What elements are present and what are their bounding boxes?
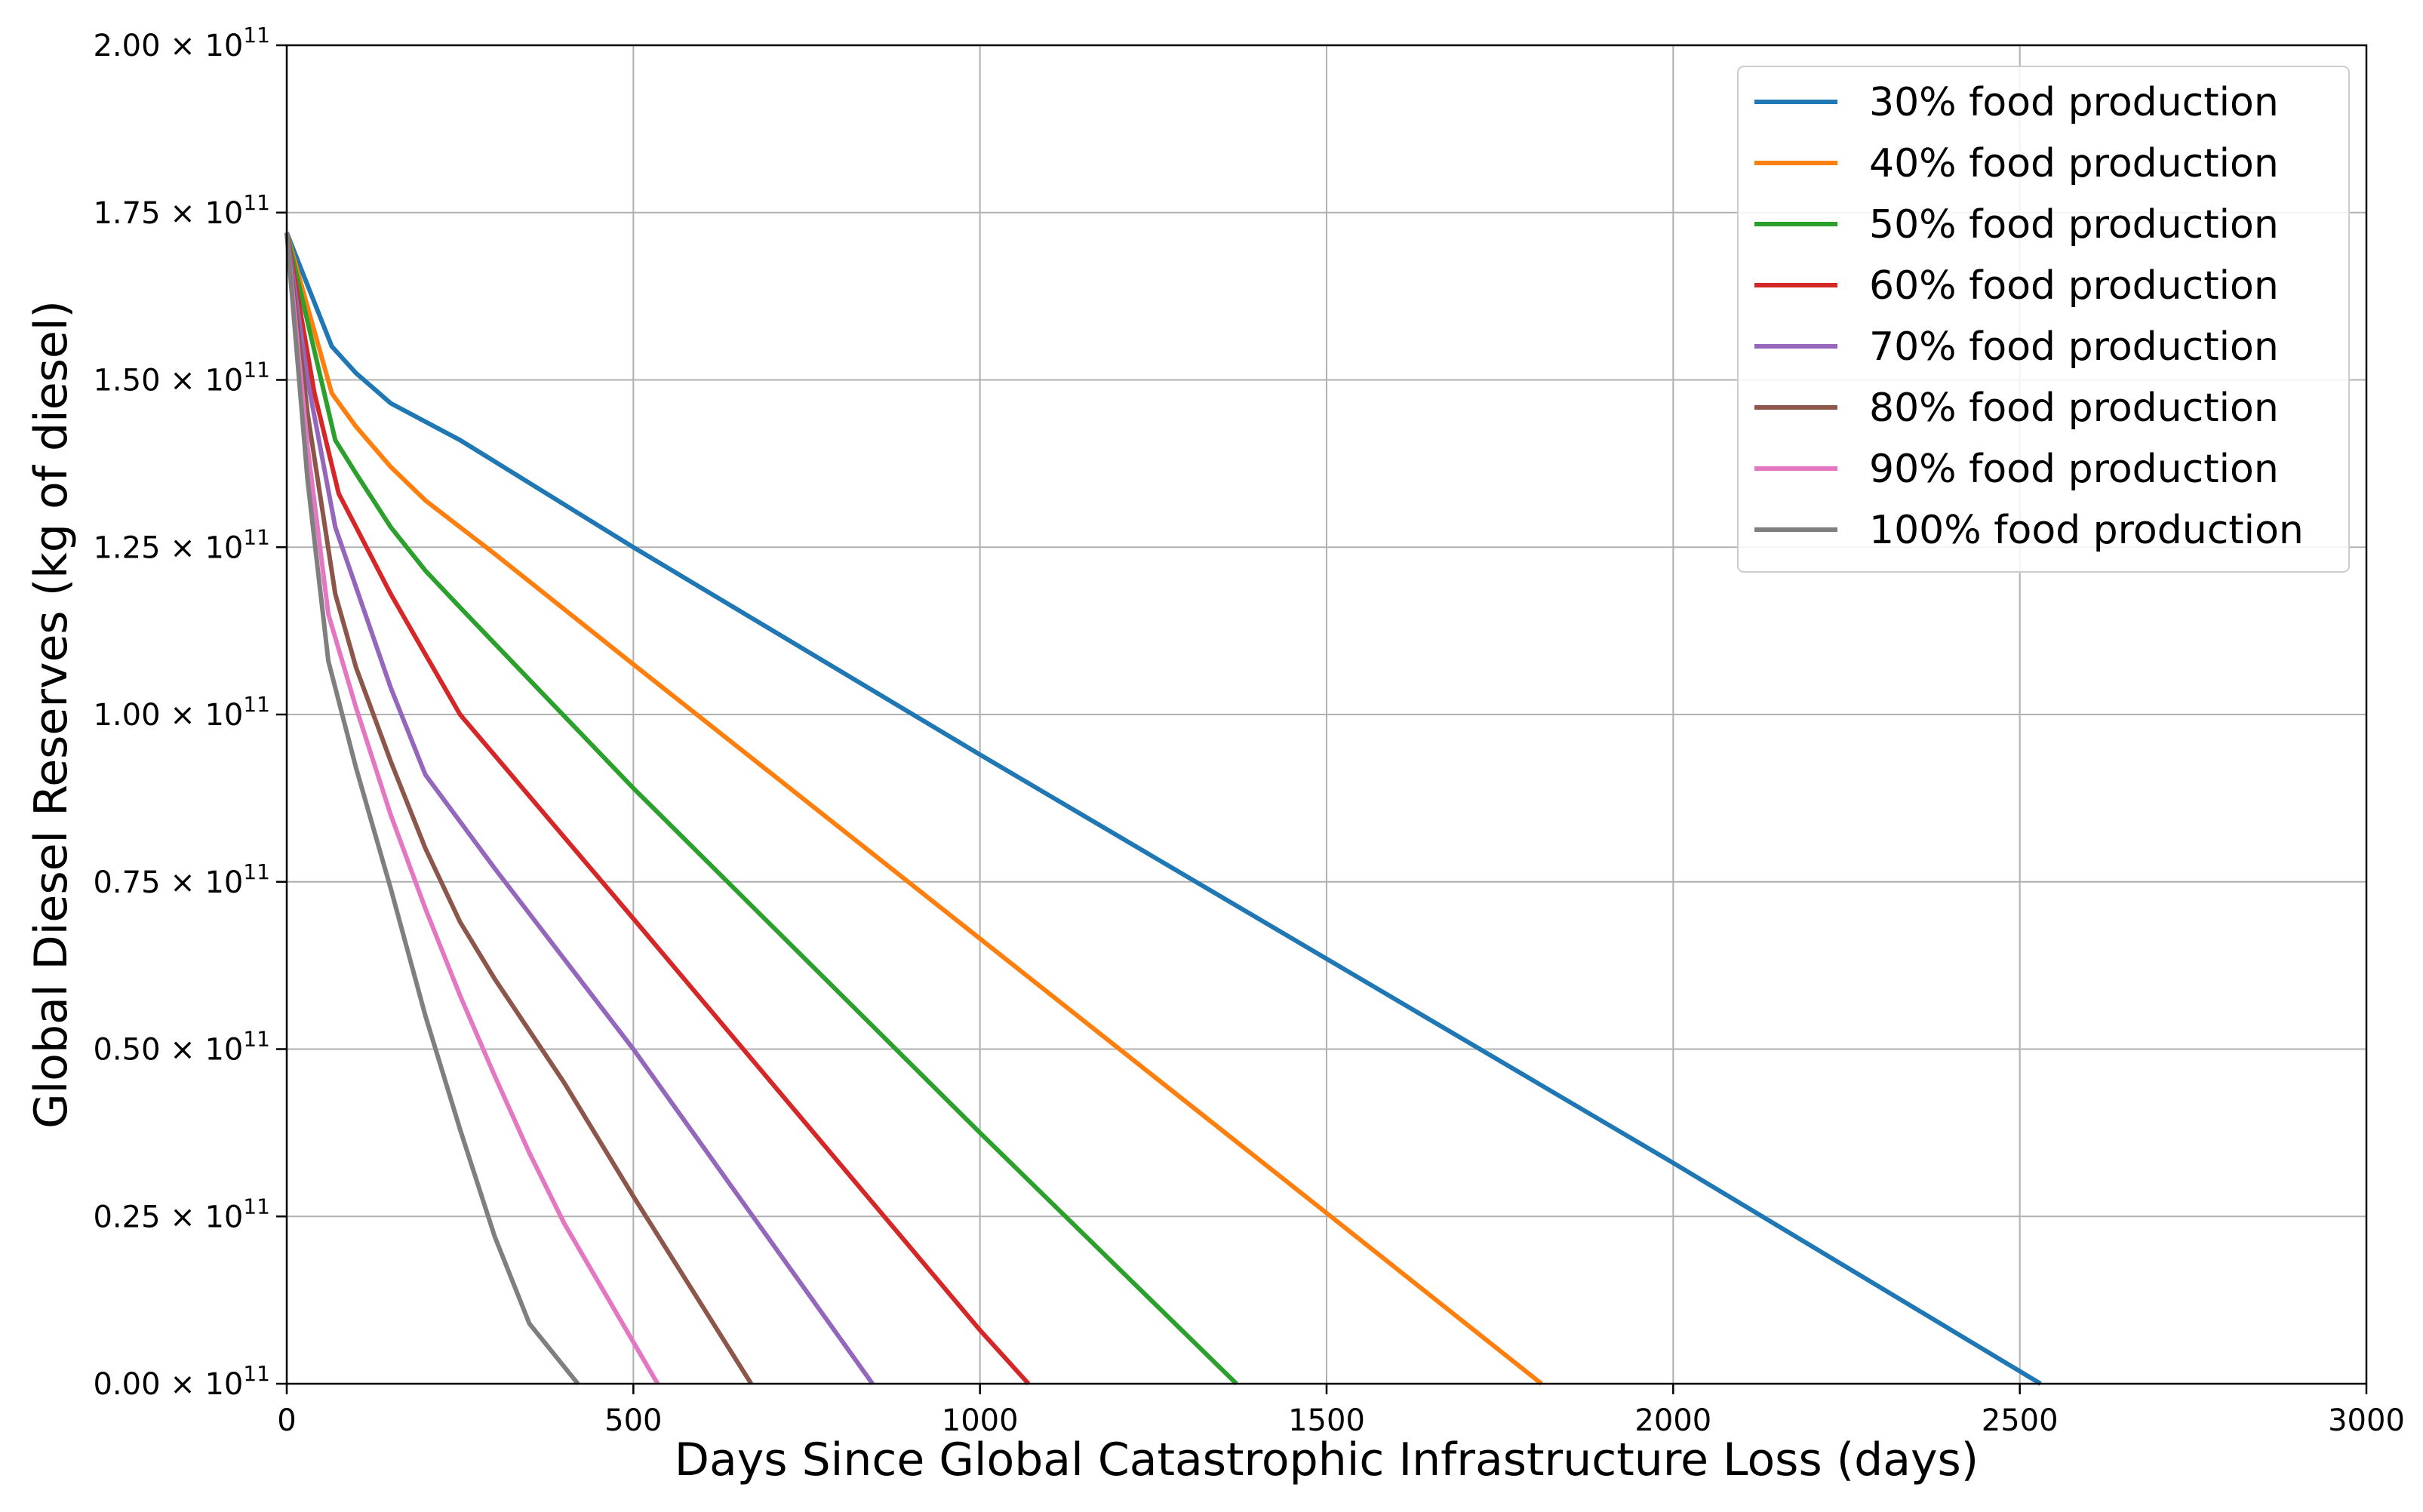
legend: 30% food production 40% food production 50… (1737, 66, 2350, 573)
axis-ticks: 0 500 1000 1500 2000 2500 3000 0.00 × 1011 0.25 … (93, 23, 2404, 1438)
legend-entry-label: 80% food production (1869, 386, 2279, 431)
series-lines (284, 232, 2042, 1386)
x-axis-label: Days Since Global Catastrophic Infrastru… (675, 1434, 1979, 1486)
x-tick-label: 0 (277, 1403, 296, 1438)
legend-entry-label: 90% food production (1869, 447, 2279, 492)
y-axis-label: Global Diesel Reserves (kg of diesel) (25, 300, 78, 1129)
y-tick-label: 0.75 × 1011 (93, 859, 270, 900)
legend-entry-label: 50% food production (1869, 202, 2279, 247)
x-tick-label: 2500 (1982, 1403, 2059, 1438)
legend-entry-label: 40% food production (1869, 141, 2279, 186)
series-line (284, 232, 1031, 1386)
series-line (284, 232, 1238, 1386)
x-tick-label: 2000 (1634, 1403, 1711, 1438)
legend-entry-label: 30% food production (1869, 80, 2279, 125)
series-line (284, 232, 754, 1385)
legend-box (1737, 66, 2350, 573)
y-tick-label: 1.25 × 1011 (93, 524, 270, 565)
y-tick-label: 1.50 × 1011 (93, 358, 270, 398)
legend-entry-label: 70% food production (1869, 324, 2279, 370)
series-line (284, 232, 660, 1385)
legend-entry-label: 60% food production (1869, 263, 2279, 309)
x-tick-label: 1000 (942, 1403, 1019, 1438)
y-tick-label: 2.00 × 1011 (93, 23, 270, 63)
x-tick-label: 3000 (2328, 1403, 2405, 1438)
y-tick-label: 0.25 × 1011 (93, 1194, 270, 1234)
x-tick-label: 500 (604, 1403, 662, 1438)
series-line (284, 232, 2042, 1386)
y-tick-label: 1.75 × 1011 (93, 190, 270, 231)
series-line (284, 232, 580, 1385)
series-line (284, 232, 875, 1385)
y-tick-label: 0.00 × 1011 (93, 1361, 270, 1402)
y-tick-label: 1.00 × 1011 (93, 692, 270, 733)
series-line (284, 232, 1543, 1386)
y-tick-label: 0.50 × 1011 (93, 1027, 270, 1068)
legend-entry-label: 100% food production (1869, 508, 2304, 553)
x-tick-label: 1500 (1288, 1403, 1365, 1438)
